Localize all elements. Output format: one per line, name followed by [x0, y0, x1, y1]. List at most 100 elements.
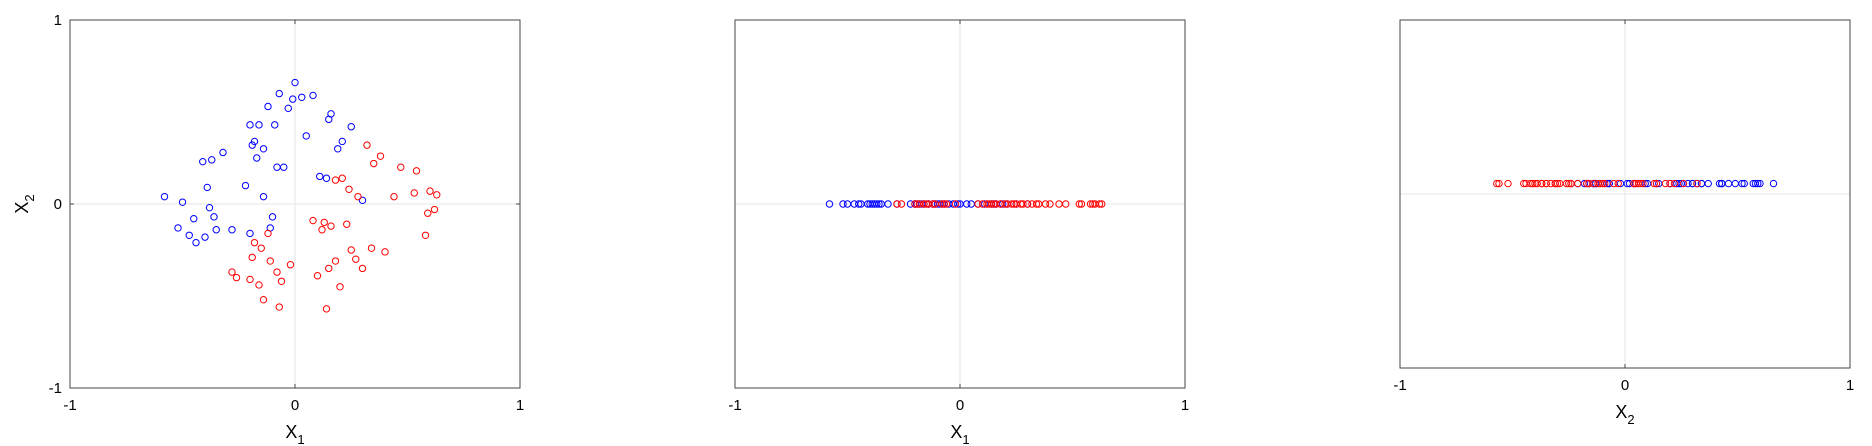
x-tick-label: 1 — [1181, 397, 1189, 414]
scatter-point-blue — [219, 148, 227, 157]
scatter-panel-x1-projection: -1 0 1X1 — [728, 19, 1189, 446]
scatter-point-blue — [963, 200, 971, 208]
scatter-point-red — [257, 244, 265, 252]
scatter-point-red — [1650, 179, 1658, 188]
scatter-point-red — [264, 229, 272, 238]
scatter-point-red — [1562, 179, 1571, 188]
scatter-point-red — [1520, 179, 1528, 188]
scatter-point-red — [232, 273, 241, 282]
scatter-point-red — [974, 200, 982, 208]
scatter-point-red — [951, 200, 960, 208]
scatter-point-red — [250, 238, 259, 247]
scatter-point-red — [255, 281, 263, 289]
scatter-point-blue — [322, 174, 331, 182]
x-axis-label-subscript: 2 — [1627, 412, 1634, 427]
scatter-point-red — [940, 200, 948, 208]
scatter-point-red — [1077, 200, 1086, 208]
scatter-point-blue — [1704, 179, 1712, 188]
scatter-point-blue — [1751, 179, 1760, 188]
scatter-point-red — [352, 255, 360, 263]
scatter-point-red — [897, 200, 906, 208]
scatter-point-red — [327, 222, 335, 230]
x-axis-label-subscript: 1 — [297, 432, 304, 446]
scatter-point-red — [358, 264, 367, 273]
scatter-point-red — [1086, 200, 1095, 208]
scatter-point-red — [370, 159, 378, 168]
scatter-point-red — [1652, 179, 1661, 188]
scatter-point-blue — [358, 196, 367, 205]
scatter-point-blue — [291, 78, 299, 87]
scatter-point-blue — [268, 213, 277, 221]
scatter-point-blue — [316, 172, 324, 181]
scatter-point-red — [1661, 179, 1670, 188]
scatter-point-blue — [275, 89, 283, 98]
scatter-point-blue — [160, 192, 169, 201]
scatter-point-red — [1493, 179, 1501, 188]
scatter-point-blue — [1740, 179, 1748, 188]
scatter-point-blue — [205, 203, 214, 212]
x-tick-label: 0 — [956, 397, 964, 414]
scatter-point-red — [1019, 200, 1027, 208]
scatter-point-red — [325, 264, 333, 273]
scatter-point-blue — [212, 226, 220, 234]
x-tick-label: 0 — [1621, 377, 1629, 394]
scatter-point-blue — [855, 200, 863, 208]
scatter-point-red — [322, 305, 331, 313]
scatter-point-red — [1553, 179, 1562, 188]
x-tick-label: 1 — [1846, 377, 1854, 394]
scatter-point-red — [390, 192, 398, 201]
scatter-point-red — [920, 200, 928, 208]
scatter-point-red — [987, 200, 996, 208]
scatter-point-red — [1062, 200, 1070, 208]
scatter-point-blue — [302, 132, 310, 140]
scatter-point-red — [1565, 179, 1573, 188]
scatter-point-blue — [1715, 179, 1724, 188]
scatter-point-blue — [253, 154, 261, 162]
scatter-point-blue — [280, 163, 288, 171]
scatter-point-blue — [1697, 179, 1706, 188]
x-axis-label-main: X — [950, 422, 962, 442]
scatter-point-blue — [192, 238, 200, 247]
scatter-point-red — [424, 209, 432, 217]
scatter-point-red — [376, 152, 385, 160]
scatter-point-blue — [259, 192, 268, 201]
y-tick-label: 0 — [54, 196, 62, 213]
scatter-point-red — [363, 141, 371, 149]
scatter-point-blue — [1724, 179, 1733, 188]
scatter-point-blue — [241, 181, 250, 190]
scatter-point-blue — [264, 102, 272, 111]
scatter-point-red — [331, 176, 340, 184]
scatter-point-blue — [884, 200, 892, 208]
scatter-point-red — [1598, 179, 1607, 188]
scatter-point-blue — [271, 121, 279, 129]
scatter-point-red — [354, 192, 362, 201]
scatter-point-red — [1032, 200, 1041, 208]
scatter-point-blue — [178, 198, 187, 206]
x-axis-label: X1 — [285, 422, 304, 446]
x-tick-label: 0 — [291, 397, 299, 414]
scatter-point-red — [1075, 200, 1083, 208]
scatter-point-blue — [201, 233, 209, 241]
scatter-point-red — [942, 200, 951, 208]
x-tick-label: -1 — [1393, 377, 1406, 394]
scatter-point-red — [345, 185, 353, 193]
scatter-point-red — [992, 200, 1000, 208]
scatter-point-red — [1693, 179, 1701, 188]
scatter-point-red — [929, 200, 937, 208]
scatter-point-red — [273, 268, 281, 276]
scatter-point-blue — [210, 213, 218, 221]
scatter-point-red — [1614, 179, 1622, 188]
scatter-point-blue — [825, 200, 834, 208]
scatter-point-blue — [338, 137, 346, 146]
scatter-point-red — [1522, 179, 1530, 188]
scatter-point-blue — [273, 163, 281, 171]
x-tick-label: -1 — [728, 397, 741, 414]
scatter-point-blue — [347, 123, 355, 131]
scatter-point-blue — [208, 156, 216, 164]
scatter-point-blue — [246, 229, 254, 238]
scatter-point-red — [277, 277, 286, 285]
scatter-point-red — [320, 218, 328, 227]
scatter-point-red — [1610, 179, 1618, 188]
